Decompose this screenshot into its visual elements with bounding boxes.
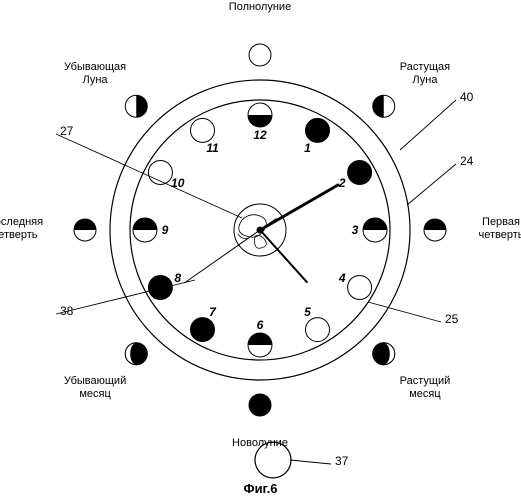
phase-label: Растущий месяц xyxy=(385,375,465,400)
callout-number: 25 xyxy=(445,312,458,326)
callout-number: 40 xyxy=(460,90,473,104)
hour-numeral: 6 xyxy=(257,318,264,332)
hour-numeral: 4 xyxy=(339,271,346,285)
callout-number: 38 xyxy=(60,304,73,318)
phase-label: Новолуние xyxy=(220,437,300,450)
figure-caption: Фиг.6 xyxy=(0,481,521,496)
hour-numeral: 8 xyxy=(174,271,181,285)
callout-number: 37 xyxy=(335,454,348,468)
phase-label: Первая четверть xyxy=(461,216,521,241)
hour-numeral: 12 xyxy=(253,128,266,142)
callout-number: 27 xyxy=(60,124,73,138)
hour-numeral: 3 xyxy=(352,223,359,237)
hour-numeral: 9 xyxy=(162,223,169,237)
hour-numeral: 7 xyxy=(209,305,216,319)
phase-label: Полнолуние xyxy=(220,1,300,14)
phase-label: Последняя четверть xyxy=(0,216,55,241)
hour-numeral: 2 xyxy=(339,176,346,190)
hour-numeral: 10 xyxy=(171,176,184,190)
phase-label: Убывающая Луна xyxy=(55,61,135,86)
hour-numeral: 5 xyxy=(304,305,311,319)
hour-numeral: 1 xyxy=(304,141,311,155)
phase-label: Убывающий месяц xyxy=(55,375,135,400)
phase-label: Растущая Луна xyxy=(385,61,465,86)
hour-numeral: 11 xyxy=(206,141,218,155)
callout-number: 24 xyxy=(460,154,473,168)
